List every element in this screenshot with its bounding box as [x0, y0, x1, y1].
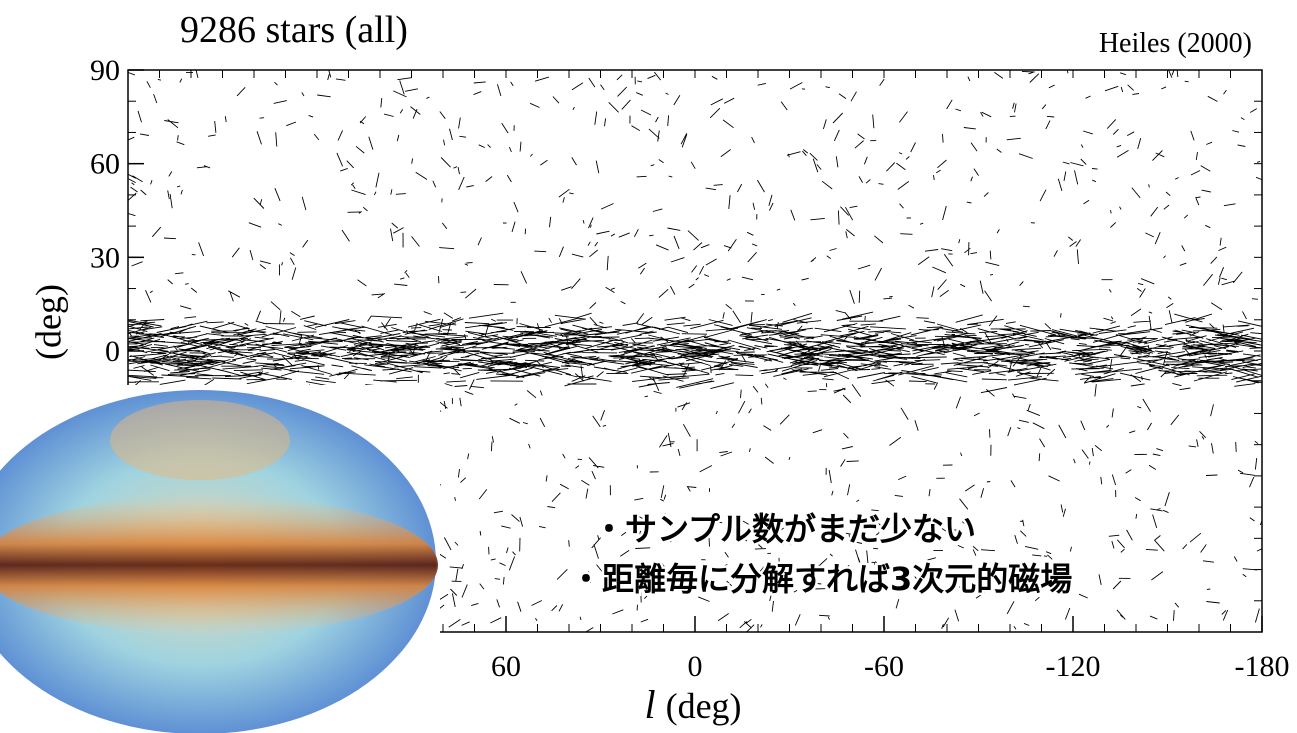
x-tick-label: -60: [864, 650, 904, 683]
x-tick-label: 60: [491, 650, 521, 683]
x-axis-label: l (deg): [644, 682, 741, 727]
y-tick-label: 30: [90, 241, 120, 274]
x-tick-label: 0: [688, 650, 703, 683]
note: ・サンプル数がまだ少ない: [593, 510, 976, 548]
slide: 9286 stars (all) Heiles (2000) (deg) l (d…: [0, 0, 1297, 733]
y-tick-label: 90: [90, 54, 120, 87]
note: ・距離毎に分解すれば3次元的磁場: [570, 560, 1072, 598]
y-axis-label: (deg): [28, 284, 68, 360]
page: {"chart_data": {"type": "vector-map", "t…: [0, 0, 1297, 733]
credit: Heiles (2000): [1099, 28, 1252, 59]
x-axis-unit: (deg): [666, 686, 742, 726]
chart-title: 9286 stars (all): [180, 9, 408, 51]
north-spur: [110, 400, 290, 480]
x-axis-symbol: l: [644, 682, 655, 727]
planck-inset: [0, 385, 440, 733]
y-tick-label: 60: [90, 148, 120, 181]
x-tick-label: -120: [1046, 650, 1101, 683]
x-tick-label: -180: [1235, 650, 1290, 683]
galactic-band: [0, 495, 438, 635]
y-tick-label: 0: [105, 335, 120, 368]
